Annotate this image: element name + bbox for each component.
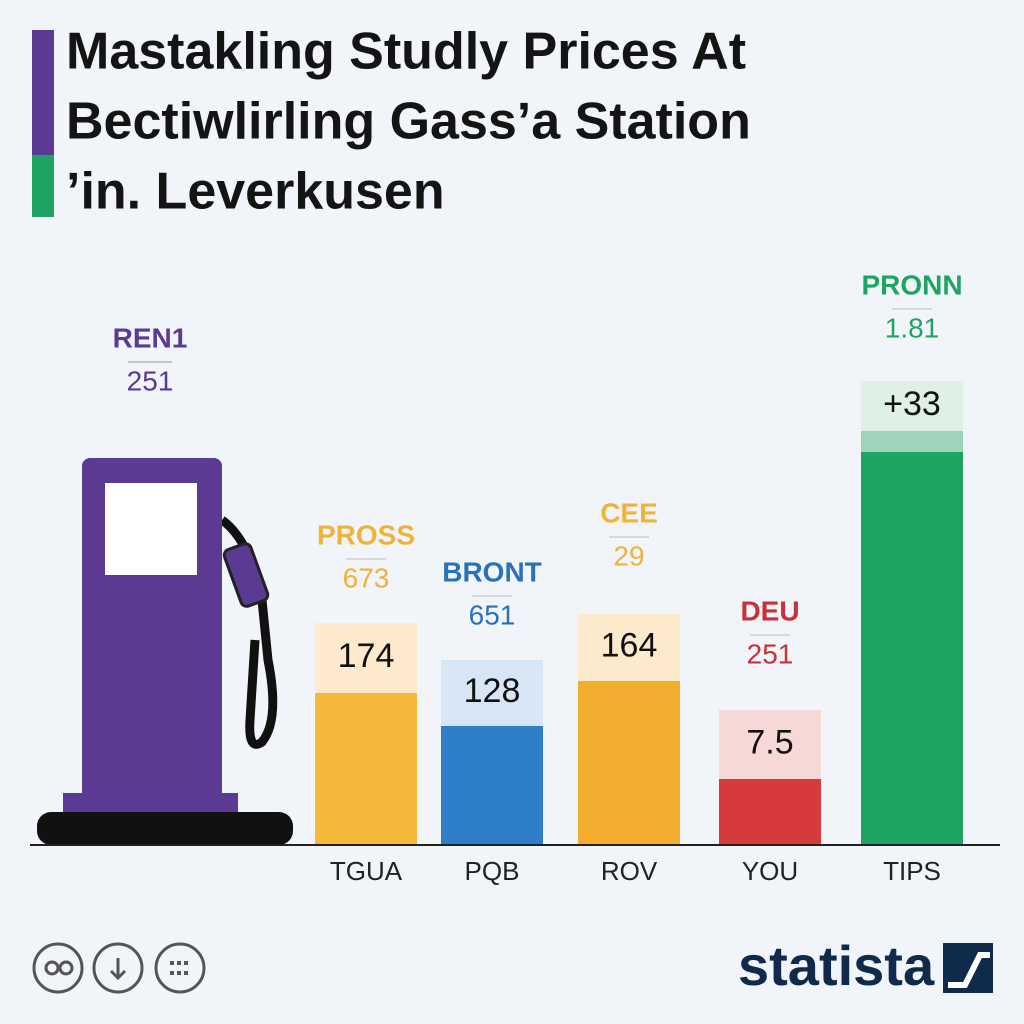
bar-label: DEU — [740, 595, 799, 626]
icon — [92, 942, 144, 994]
title-line: Mastakling Studly Prices At — [66, 23, 746, 81]
bar-price: 29 — [613, 540, 644, 571]
accent-bar — [32, 30, 54, 155]
bar-label: CEE — [600, 497, 658, 528]
category-label: YOU — [742, 856, 798, 886]
bar-top — [578, 614, 680, 681]
bar — [315, 693, 417, 845]
bar-top — [441, 660, 543, 726]
bar-top — [719, 710, 821, 779]
icon-detail — [170, 961, 190, 975]
bar-value: 164 — [601, 626, 658, 664]
pump-base — [37, 812, 293, 845]
footer-icons — [32, 942, 206, 994]
bar-band — [861, 431, 963, 452]
icon — [154, 942, 206, 994]
bar — [861, 452, 963, 845]
category-label: TGUA — [330, 856, 403, 886]
logo: statista — [738, 934, 935, 997]
bar-price: 673 — [343, 562, 390, 593]
category-label: ROV — [601, 856, 658, 886]
pump-price: 251 — [127, 365, 174, 396]
logo-mark — [943, 943, 993, 993]
icon-detail — [44, 960, 60, 976]
bar-label: PROSS — [317, 519, 415, 550]
gas-pump: REN1 251 — [37, 322, 293, 845]
pump-window — [105, 483, 197, 575]
bar-value: 128 — [464, 672, 521, 710]
category-label: PQB — [465, 856, 520, 886]
bar — [719, 779, 821, 845]
icon-detail — [58, 960, 74, 976]
bar-label: BRONT — [442, 556, 542, 587]
title-line: ’in. Leverkusen — [66, 163, 445, 221]
bar-price: 251 — [747, 638, 794, 669]
bar-price: 651 — [469, 599, 516, 630]
category-label: TIPS — [883, 856, 941, 886]
nozzle — [222, 542, 270, 608]
bar-label: PRONN — [861, 269, 962, 300]
logo-stroke — [948, 952, 990, 988]
bar-value: 174 — [338, 637, 395, 675]
bar — [441, 726, 543, 845]
bar-price: 1.81 — [885, 312, 940, 343]
bars: 174 PROSS 673 TGUA 128 BRONT 651 PQB 164 CEE 29 ROV… — [315, 269, 963, 886]
bar-value: +33 — [883, 385, 941, 423]
bar — [578, 681, 680, 845]
bar-top — [861, 381, 963, 452]
bar-value: 7.5 — [746, 723, 793, 761]
pump-label: REN1 — [113, 322, 188, 353]
icon-detail — [109, 958, 127, 981]
accent-bar — [32, 155, 54, 217]
icon — [32, 942, 84, 994]
pump-stand — [63, 793, 238, 815]
bar-top — [315, 623, 417, 693]
title-line: Bectiwlirling Gass’a Station — [66, 93, 751, 151]
